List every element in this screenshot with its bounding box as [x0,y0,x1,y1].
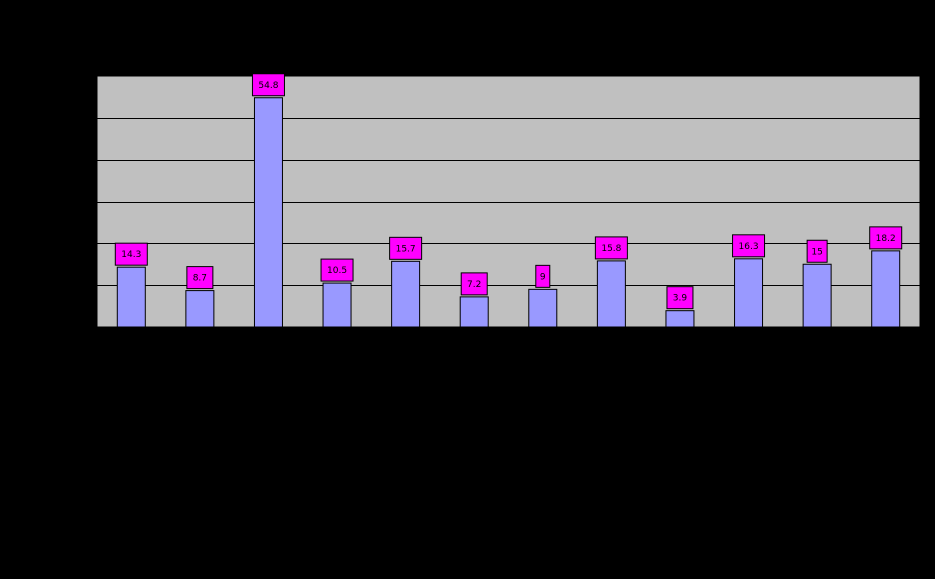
data-label: 18.2 [876,234,896,244]
bar [665,310,695,328]
data-label-box [186,266,214,290]
data-label: 14.3 [121,250,141,260]
bar [253,97,283,328]
data-label: 16.3 [739,242,759,252]
bar [596,260,626,328]
data-label: 7.2 [467,280,481,290]
data-label-box [535,264,551,288]
bar [116,266,146,328]
bar [528,288,558,328]
data-label-box [594,236,628,260]
bar [185,290,215,328]
data-label: 8.7 [193,274,207,284]
data-label-box [869,226,903,250]
bar [871,250,901,328]
data-label: 54.8 [258,81,278,91]
gridlines [97,118,920,286]
data-label-box [320,258,354,282]
bar [459,296,489,328]
data-label: 10.5 [327,266,347,276]
data-label: 3.9 [673,294,688,304]
data-label: 9 [540,272,546,282]
data-label-box [806,239,828,263]
bar [391,260,421,328]
bar [734,258,764,328]
data-label: 15.7 [396,244,416,254]
data-label-box [389,236,423,260]
data-label-box [732,234,766,258]
plot-area [96,75,921,328]
data-label-box [460,272,488,296]
data-label-box [114,242,148,266]
bar-series [116,97,901,328]
data-labels: 14.3 8.7 54.8 10.5 15.7 7.2 9 15.8 3.9 16.3 15 18.2 [114,73,903,310]
data-label-box [666,286,694,310]
data-label-box [251,73,285,97]
bar [322,282,352,328]
bar [802,263,832,328]
data-label: 15.8 [601,244,621,254]
data-label: 15 [811,247,822,257]
